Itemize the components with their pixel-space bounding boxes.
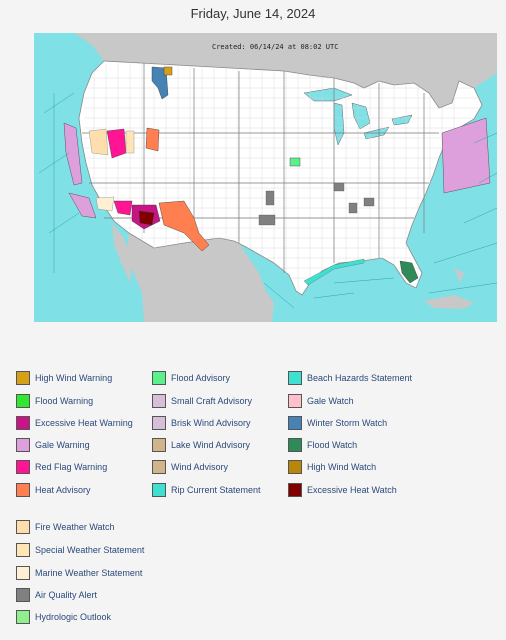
legend-item-high-wind-warning[interactable]: High Wind Warning — [16, 370, 112, 386]
legend-swatch — [16, 460, 30, 474]
marine-zones — [38, 92, 497, 309]
legend-item-flood-advisory[interactable]: Flood Advisory — [152, 370, 230, 386]
gale-warning-pacific — [63, 122, 83, 186]
us-hazards-map[interactable]: Created: 06/14/24 at 08:02 UTC — [34, 33, 497, 322]
legend-item-rip-current-statement[interactable]: Rip Current Statement — [152, 482, 261, 498]
legend-item-beach-hazards-statement[interactable]: Beach Hazards Statement — [288, 370, 412, 386]
legend-swatch — [288, 438, 302, 452]
air-quality-alerts — [258, 182, 375, 226]
legend-swatch — [16, 610, 30, 624]
legend-label: Heat Advisory — [35, 485, 91, 495]
excessive-heat-watch — [138, 210, 155, 226]
heat-advisory-az — [158, 200, 210, 252]
legend-swatch — [288, 371, 302, 385]
lake-ontario — [391, 114, 413, 126]
red-flag-warning-sw — [113, 200, 133, 216]
legend-label: Marine Weather Statement — [35, 568, 143, 578]
legend-item-brisk-wind-advisory[interactable]: Brisk Wind Advisory — [152, 415, 251, 431]
high-wind-watch — [163, 66, 173, 76]
legend-item-gale-warning[interactable]: Gale Warning — [16, 437, 90, 453]
legend-swatch — [152, 394, 166, 408]
legend-item-gale-watch[interactable]: Gale Watch — [288, 393, 354, 409]
legend-swatch — [152, 483, 166, 497]
legend-item-special-weather-statement[interactable]: Special Weather Statement — [16, 542, 144, 558]
legend-label: Excessive Heat Watch — [307, 485, 397, 495]
legend-swatch — [288, 460, 302, 474]
legend-label: Air Quality Alert — [35, 590, 98, 600]
legend-item-excessive-heat-warning[interactable]: Excessive Heat Warning — [16, 415, 133, 431]
legend-swatch — [288, 483, 302, 497]
legend-swatch — [16, 588, 30, 602]
legend-swatch — [16, 438, 30, 452]
map-created-timestamp: Created: 06/14/24 at 08:02 UTC — [212, 43, 339, 51]
legend-label: High Wind Watch — [307, 462, 377, 472]
legend-item-fire-weather-watch[interactable]: Fire Weather Watch — [16, 519, 115, 535]
legend-label: High Wind Warning — [35, 373, 113, 383]
canada-land — [74, 33, 497, 108]
legend-label: Flood Warning — [35, 396, 94, 406]
page-title: Friday, June 14, 2024 — [190, 6, 316, 21]
legend-label: Special Weather Statement — [35, 545, 145, 555]
gale-warning-socal — [68, 192, 97, 219]
legend-swatch — [16, 394, 30, 408]
legend-item-wind-advisory[interactable]: Wind Advisory — [152, 459, 228, 475]
legend-item-flood-warning[interactable]: Flood Warning — [16, 393, 93, 409]
legend-item-excessive-heat-watch[interactable]: Excessive Heat Watch — [288, 482, 397, 498]
legend-swatch — [16, 520, 30, 534]
legend-swatch — [288, 394, 302, 408]
legend-swatch — [152, 438, 166, 452]
legend-label: Winter Storm Watch — [307, 418, 388, 428]
legend-swatch — [16, 416, 30, 430]
rip-current-gulf — [303, 258, 365, 286]
legend-swatch — [16, 483, 30, 497]
legend-item-winter-storm-watch[interactable]: Winter Storm Watch — [288, 415, 387, 431]
legend-item-high-wind-watch[interactable]: High Wind Watch — [288, 459, 376, 475]
legend-label: Hydrologic Outlook — [35, 612, 112, 622]
legend-swatch — [152, 371, 166, 385]
heat-advisory-utah — [145, 127, 160, 152]
bahamas-land — [454, 268, 464, 283]
flood-watch-florida — [399, 260, 419, 284]
special-weather-statement — [125, 130, 135, 154]
baja-land — [112, 223, 132, 283]
legend-label: Flood Watch — [307, 440, 358, 450]
legend-swatch — [152, 416, 166, 430]
legend-item-hydrologic-outlook[interactable]: Hydrologic Outlook — [16, 609, 111, 625]
mexico-land — [126, 233, 274, 322]
legend-item-heat-advisory[interactable]: Heat Advisory — [16, 482, 91, 498]
legend-label: Gale Watch — [307, 396, 354, 406]
legend-swatch — [16, 566, 30, 580]
legend-item-marine-weather-statement[interactable]: Marine Weather Statement — [16, 565, 142, 581]
legend-label: Beach Hazards Statement — [307, 373, 413, 383]
flood-advisory — [289, 157, 301, 167]
legend-label: Wind Advisory — [171, 462, 229, 472]
legend-label: Brisk Wind Advisory — [171, 418, 251, 428]
legend-label: Lake Wind Advisory — [171, 440, 251, 450]
legend-label: Excessive Heat Warning — [35, 418, 133, 428]
heat-advisory-ca — [95, 196, 115, 212]
legend-swatch — [288, 416, 302, 430]
legend-label: Rip Current Statement — [171, 485, 261, 495]
legend-item-air-quality-alert[interactable]: Air Quality Alert — [16, 587, 97, 603]
legend-item-red-flag-warning[interactable]: Red Flag Warning — [16, 459, 107, 475]
legend-label: Red Flag Warning — [35, 462, 108, 472]
legend-swatch — [16, 371, 30, 385]
gale-warning-atlantic — [441, 117, 491, 194]
legend-label: Gale Warning — [35, 440, 90, 450]
legend-item-small-craft-advisory[interactable]: Small Craft Advisory — [152, 393, 252, 409]
legend-swatch — [16, 543, 30, 557]
legend-item-flood-watch[interactable]: Flood Watch — [288, 437, 357, 453]
legend-swatch — [152, 460, 166, 474]
legend-label: Fire Weather Watch — [35, 522, 115, 532]
lake-huron — [351, 102, 371, 130]
fire-weather-watch — [88, 128, 109, 156]
legend-label: Flood Advisory — [171, 373, 231, 383]
cuba-land — [424, 295, 474, 309]
legend-label: Small Craft Advisory — [171, 396, 253, 406]
legend-item-lake-wind-advisory[interactable]: Lake Wind Advisory — [152, 437, 250, 453]
